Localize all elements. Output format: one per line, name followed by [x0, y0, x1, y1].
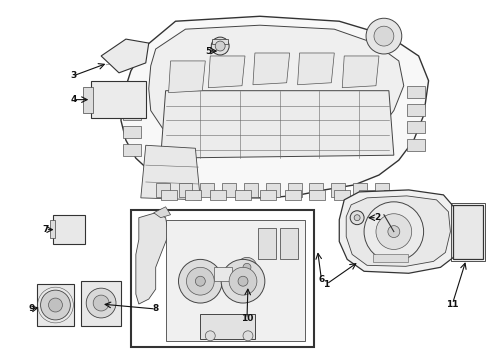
Polygon shape — [121, 16, 427, 198]
Circle shape — [238, 276, 247, 286]
Text: 11: 11 — [445, 300, 458, 309]
Bar — [122, 109, 141, 121]
Bar — [53, 215, 85, 244]
Bar — [452, 205, 482, 260]
Bar — [309, 190, 325, 200]
Bar — [284, 190, 300, 200]
Bar — [81, 281, 121, 326]
Bar — [257, 228, 275, 260]
Bar — [83, 87, 93, 113]
Bar — [161, 190, 176, 200]
Polygon shape — [252, 53, 289, 85]
Circle shape — [243, 331, 252, 341]
Circle shape — [353, 215, 359, 221]
Text: 5: 5 — [205, 46, 211, 55]
Circle shape — [86, 288, 116, 318]
Bar — [200, 183, 214, 197]
Circle shape — [48, 298, 62, 312]
Bar — [210, 190, 225, 200]
Circle shape — [41, 290, 70, 320]
Bar — [155, 183, 169, 197]
Circle shape — [229, 267, 256, 295]
Bar — [235, 190, 250, 200]
Text: 7: 7 — [42, 225, 49, 234]
Bar — [122, 126, 141, 138]
Circle shape — [215, 41, 224, 51]
Text: 3: 3 — [70, 71, 76, 80]
Bar — [122, 144, 141, 156]
Circle shape — [186, 267, 214, 295]
Text: 8: 8 — [152, 305, 159, 314]
Bar — [450, 203, 484, 261]
Circle shape — [93, 295, 109, 311]
Bar — [406, 86, 424, 98]
Circle shape — [221, 260, 264, 303]
Bar — [406, 121, 424, 133]
Text: 10: 10 — [240, 314, 253, 323]
Bar — [222, 183, 236, 197]
Circle shape — [195, 276, 205, 286]
Text: 2: 2 — [373, 213, 379, 222]
Polygon shape — [148, 25, 403, 150]
Bar — [374, 183, 388, 197]
Circle shape — [237, 257, 256, 277]
Bar — [200, 314, 254, 339]
Bar — [309, 183, 323, 197]
Circle shape — [211, 37, 229, 55]
Circle shape — [387, 226, 399, 238]
Bar — [244, 183, 257, 197]
Text: 4: 4 — [70, 95, 76, 104]
Bar — [331, 183, 345, 197]
Bar — [352, 183, 366, 197]
Polygon shape — [141, 145, 200, 200]
Bar — [185, 190, 201, 200]
Circle shape — [178, 260, 222, 303]
Polygon shape — [339, 190, 457, 273]
Bar — [214, 267, 232, 281]
Bar — [49, 220, 55, 238]
Circle shape — [364, 202, 423, 261]
Circle shape — [373, 26, 393, 46]
Polygon shape — [297, 53, 334, 85]
Circle shape — [366, 18, 401, 54]
Text: 1: 1 — [323, 280, 329, 289]
Circle shape — [243, 264, 250, 271]
Bar — [334, 190, 349, 200]
Bar — [259, 190, 275, 200]
Polygon shape — [101, 39, 148, 73]
Bar — [122, 91, 141, 103]
Bar — [165, 220, 304, 341]
Circle shape — [375, 214, 411, 249]
Text: 9: 9 — [28, 305, 35, 314]
Polygon shape — [168, 61, 205, 93]
Polygon shape — [136, 213, 168, 304]
Bar — [37, 284, 74, 326]
Bar — [406, 139, 424, 151]
Polygon shape — [208, 56, 244, 88]
Bar — [265, 183, 279, 197]
Circle shape — [231, 251, 263, 283]
Polygon shape — [346, 196, 449, 266]
Bar — [178, 183, 192, 197]
Polygon shape — [153, 207, 170, 218]
Bar — [358, 190, 374, 200]
Polygon shape — [342, 56, 378, 88]
Circle shape — [349, 211, 364, 225]
Bar — [212, 39, 228, 44]
Polygon shape — [161, 91, 393, 158]
Bar — [287, 183, 301, 197]
Bar — [131, 210, 314, 347]
Text: 6: 6 — [318, 275, 324, 284]
Bar — [91, 81, 145, 118]
Bar — [372, 255, 407, 262]
Bar — [406, 104, 424, 116]
Bar — [383, 190, 399, 200]
Circle shape — [205, 331, 215, 341]
Bar — [279, 228, 297, 260]
